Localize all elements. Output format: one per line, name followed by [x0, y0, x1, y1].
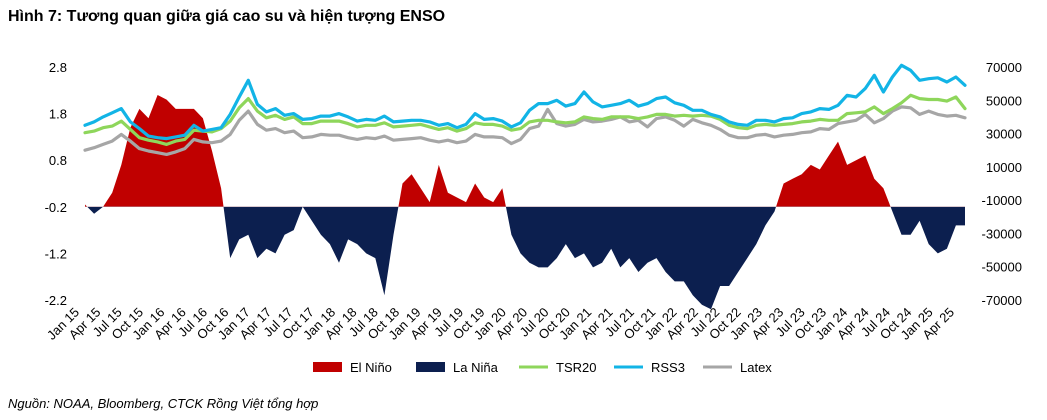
legend-label: El Niño: [350, 360, 392, 375]
right-tick-label: -10000: [982, 193, 1022, 208]
left-tick-label: 2.8: [49, 60, 67, 75]
legend-swatch: [313, 362, 342, 372]
left-tick-label: -0.2: [45, 200, 67, 215]
legend-label: TSR20: [556, 360, 596, 375]
legend-swatch: [416, 362, 445, 372]
legend-label: RSS3: [651, 360, 685, 375]
series-line-rss3: [83, 63, 967, 141]
right-tick-label: -70000: [982, 293, 1022, 308]
left-tick-label: 0.8: [49, 153, 67, 168]
legend: El Niño La Niña TSR20 RSS3 Latex: [313, 360, 772, 375]
enso-rubber-chart: 2.8 1.8 0.8 -0.2 -1.2 -2.2 70000 50000 30000 100…: [44, 60, 1022, 375]
series-line-tsr20: [83, 93, 967, 146]
right-tick-label: -50000: [982, 260, 1022, 275]
el-nino-area: [85, 95, 965, 207]
left-tick-label: -2.2: [45, 293, 67, 308]
right-tick-label: 10000: [986, 160, 1022, 175]
la-nina-area: [87, 206, 965, 310]
left-axis: 2.8 1.8 0.8 -0.2 -1.2 -2.2: [45, 60, 67, 308]
source-note: Nguồn: NOAA, Bloomberg, CTCK Rồng Việt t…: [8, 396, 319, 411]
price-lines: [83, 63, 967, 156]
enso-areas: [85, 95, 965, 310]
legend-label: Latex: [740, 360, 772, 375]
right-tick-label: 50000: [986, 93, 1022, 108]
legend-label: La Niña: [453, 360, 499, 375]
series-line-latex: [83, 105, 967, 156]
right-tick-label: -30000: [982, 226, 1022, 241]
right-axis: 70000 50000 30000 10000 -10000 -30000 -50000 -7…: [982, 60, 1022, 308]
left-tick-label: 1.8: [49, 107, 67, 122]
chart-title: Hình 7: Tương quan giữa giá cao su và hi…: [8, 8, 446, 25]
right-tick-label: 70000: [986, 60, 1022, 75]
left-tick-label: -1.2: [45, 246, 67, 261]
right-tick-label: 30000: [986, 127, 1022, 142]
